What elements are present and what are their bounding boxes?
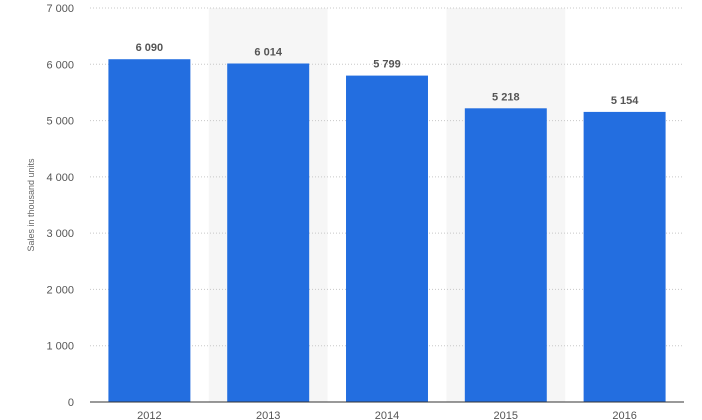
y-tick-label: 7 000 <box>46 3 74 15</box>
y-axis-ticks: 0 1 000 2 000 3 000 4 000 5 000 6 000 7 000 <box>46 3 74 409</box>
y-tick-label: 3 000 <box>46 228 74 240</box>
bars <box>108 59 666 403</box>
x-tick-label: 2014 <box>375 410 399 420</box>
data-label-2014: 5 799 <box>373 59 401 71</box>
y-tick-label: 4 000 <box>46 172 74 184</box>
data-label-2016: 5 154 <box>611 95 639 107</box>
y-axis-label: Sales in thousand units <box>26 158 36 252</box>
bar-2014 <box>346 75 428 402</box>
x-axis-ticks: 2012 2013 2014 2015 2016 <box>137 410 637 420</box>
x-tick-label: 2016 <box>612 410 636 420</box>
bar-2016 <box>583 111 666 402</box>
x-tick-label: 2013 <box>256 410 280 420</box>
bar-2012 <box>108 59 191 402</box>
y-tick-label: 0 <box>68 397 74 409</box>
data-label-2013: 6 014 <box>254 46 282 58</box>
data-label-2012: 6 090 <box>136 42 164 54</box>
data-labels: 6 090 6 014 5 799 5 218 5 154 <box>136 42 640 107</box>
bar-2013 <box>227 63 310 403</box>
data-label-2015: 5 218 <box>492 91 520 103</box>
y-tick-label: 6 000 <box>46 59 74 71</box>
y-tick-label: 5 000 <box>46 116 74 128</box>
y-tick-label: 1 000 <box>46 341 74 353</box>
x-tick-label: 2012 <box>137 410 161 420</box>
y-tick-label: 2 000 <box>46 284 74 296</box>
bar-2015 <box>464 108 547 402</box>
x-tick-label: 2015 <box>494 410 518 420</box>
